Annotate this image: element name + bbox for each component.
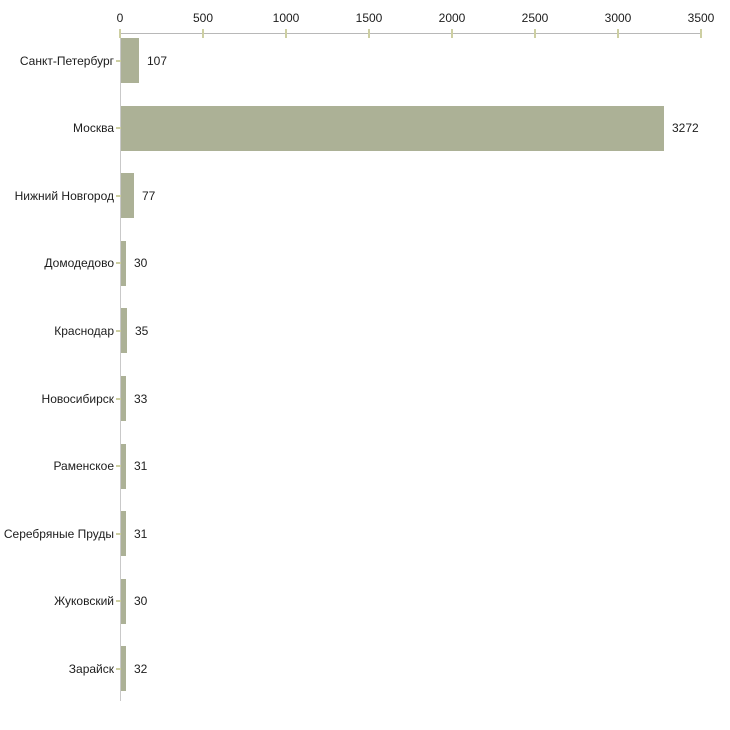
- bar[interactable]: [121, 578, 126, 624]
- value-label: 35: [135, 323, 149, 338]
- category-label: Краснодар: [54, 323, 114, 338]
- bar[interactable]: [121, 38, 139, 83]
- value-label: 33: [134, 391, 148, 406]
- category-label: Домодедово: [44, 256, 114, 271]
- x-tick-mark: [285, 29, 287, 38]
- x-tick-label: 3000: [604, 11, 632, 25]
- x-tick-label: 0: [116, 11, 124, 25]
- y-tick-mark: [116, 532, 124, 535]
- x-tick-label: 500: [192, 11, 214, 25]
- value-label: 31: [134, 526, 148, 541]
- value-label: 31: [134, 459, 148, 474]
- y-tick-mark: [116, 329, 124, 332]
- bar[interactable]: [121, 173, 134, 219]
- x-tick-mark: [202, 29, 204, 38]
- value-label: 3272: [672, 121, 699, 136]
- bar[interactable]: [121, 240, 126, 286]
- bar[interactable]: [121, 105, 664, 151]
- category-label: Москва: [73, 121, 114, 136]
- bar[interactable]: [121, 308, 127, 354]
- x-tick-mark: [534, 29, 536, 38]
- x-tick-mark: [700, 29, 702, 38]
- x-axis-line: [120, 33, 702, 34]
- bar[interactable]: [121, 646, 126, 692]
- y-tick-mark: [116, 465, 124, 468]
- y-axis-line: [120, 33, 121, 701]
- category-label: Нижний Новгород: [14, 188, 114, 203]
- category-label: Зарайск: [68, 661, 114, 676]
- x-tick-mark: [617, 29, 619, 38]
- bar[interactable]: [121, 376, 126, 421]
- value-label: 107: [147, 53, 168, 68]
- x-tick-label: 2500: [521, 11, 549, 25]
- x-tick-mark: [368, 29, 370, 38]
- category-label: Жуковский: [54, 594, 114, 609]
- x-tick-label: 1000: [272, 11, 300, 25]
- category-label: Санкт-Петербург: [19, 53, 114, 68]
- x-tick-label: 3500: [687, 11, 715, 25]
- y-tick-mark: [116, 127, 124, 130]
- value-label: 32: [134, 661, 148, 676]
- value-label: 77: [142, 188, 156, 203]
- category-label: Раменское: [53, 459, 114, 474]
- value-label: 30: [134, 594, 148, 609]
- y-tick-mark: [116, 667, 124, 670]
- y-tick-mark: [116, 194, 124, 197]
- bar[interactable]: [121, 511, 126, 557]
- y-tick-mark: [116, 600, 124, 603]
- y-tick-mark: [116, 262, 124, 265]
- x-tick-mark: [119, 29, 121, 38]
- x-tick-mark: [451, 29, 453, 38]
- category-label: Серебряные Пруды: [3, 526, 114, 541]
- x-tick-label: 1500: [355, 11, 383, 25]
- y-tick-mark: [116, 397, 124, 400]
- value-label: 30: [134, 256, 148, 271]
- bar[interactable]: [121, 443, 126, 489]
- y-tick-mark: [116, 59, 124, 62]
- category-label: Новосибирск: [41, 391, 114, 406]
- x-tick-label: 2000: [438, 11, 466, 25]
